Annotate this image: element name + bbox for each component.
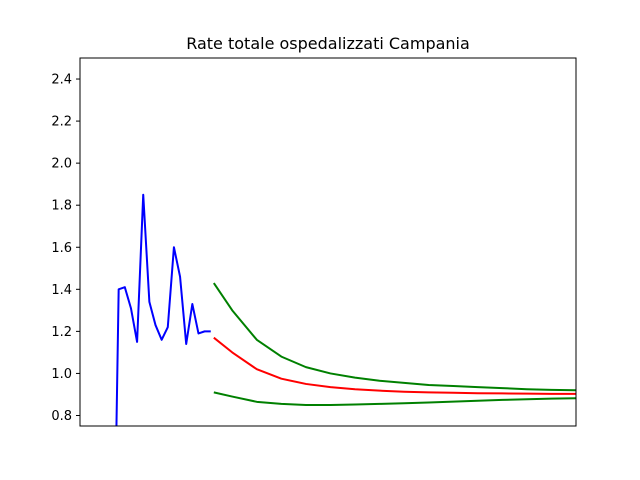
chart-title: Rate totale ospedalizzati Campania [186, 34, 470, 53]
y-tick-label: 1.6 [51, 241, 72, 256]
series-line-4 [213, 391, 576, 406]
y-tick-label: 2.2 [51, 115, 72, 130]
y-tick-label: 1.4 [51, 283, 72, 298]
plot-area [115, 193, 576, 426]
y-tick-label: 1.2 [51, 325, 72, 340]
axes-frame [79, 57, 577, 427]
y-tick-label: 1.8 [51, 199, 72, 214]
y-tick-label: 1.0 [51, 367, 72, 382]
y-tick-label: 0.8 [51, 409, 72, 424]
series-line-1 [115, 193, 211, 426]
y-axis: 0.8 1.0 1.2 1.4 1.6 1.8 2.0 2.2 2.4 [51, 73, 80, 424]
y-tick-label: 2.4 [51, 73, 72, 88]
series-line-2 [212, 282, 576, 392]
y-tick-label: 2.0 [51, 157, 72, 172]
series-line-3 [213, 336, 576, 395]
